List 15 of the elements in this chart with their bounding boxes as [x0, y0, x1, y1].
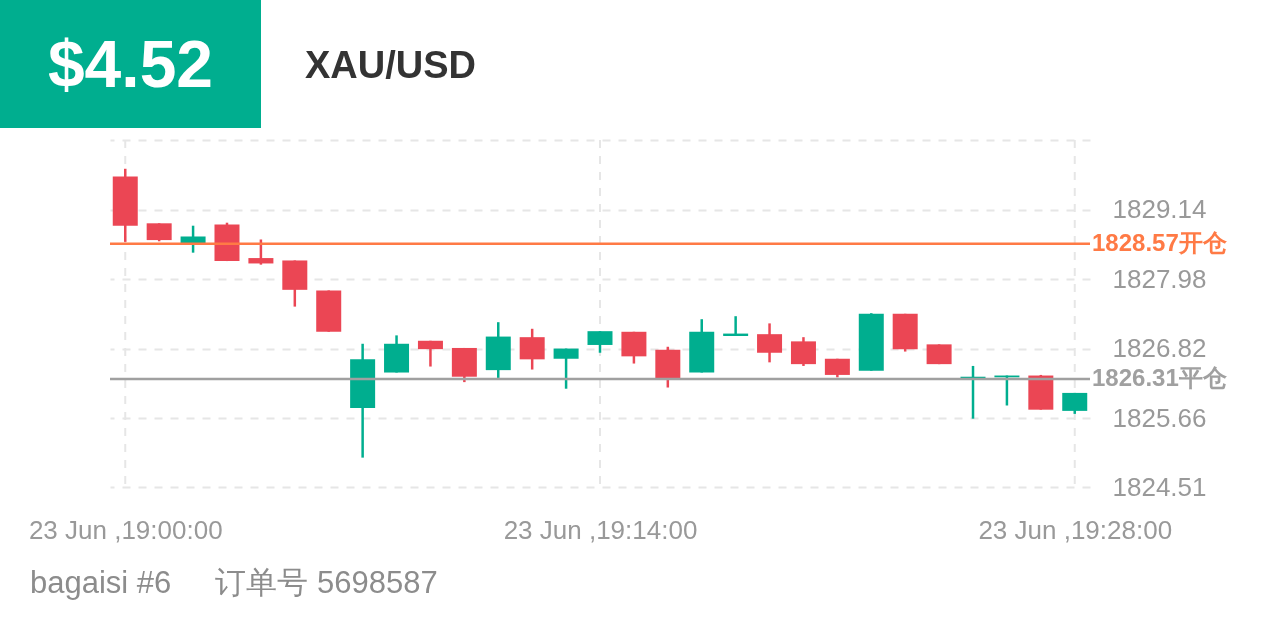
- text: $4.52: [0, 0, 261, 128]
- text: 订单号 5698587: [215, 565, 438, 600]
- x-tick-label: 23 Jun ,19:28:00: [978, 514, 1173, 545]
- chart-title: XAU/USD: [305, 44, 477, 87]
- ref-line-label: 1826.31平仓: [1092, 364, 1228, 392]
- y-tick-label: 1825.66: [1112, 402, 1207, 433]
- x-tick-label: 23 Jun ,19:00:00: [28, 514, 223, 545]
- y-tick-label: 1826.82: [1112, 333, 1207, 364]
- candlestick: [248, 238, 274, 266]
- ref-line-label: 1828.57开仓: [1092, 228, 1228, 256]
- text: bagaisi #6: [30, 565, 172, 600]
- y-tick-label: 1827.98: [1112, 263, 1207, 294]
- y-tick-label: 1824.51: [1112, 471, 1207, 502]
- y-tick-label: 1829.14: [1112, 194, 1207, 225]
- x-tick-label: 23 Jun ,19:14:00: [503, 514, 698, 545]
